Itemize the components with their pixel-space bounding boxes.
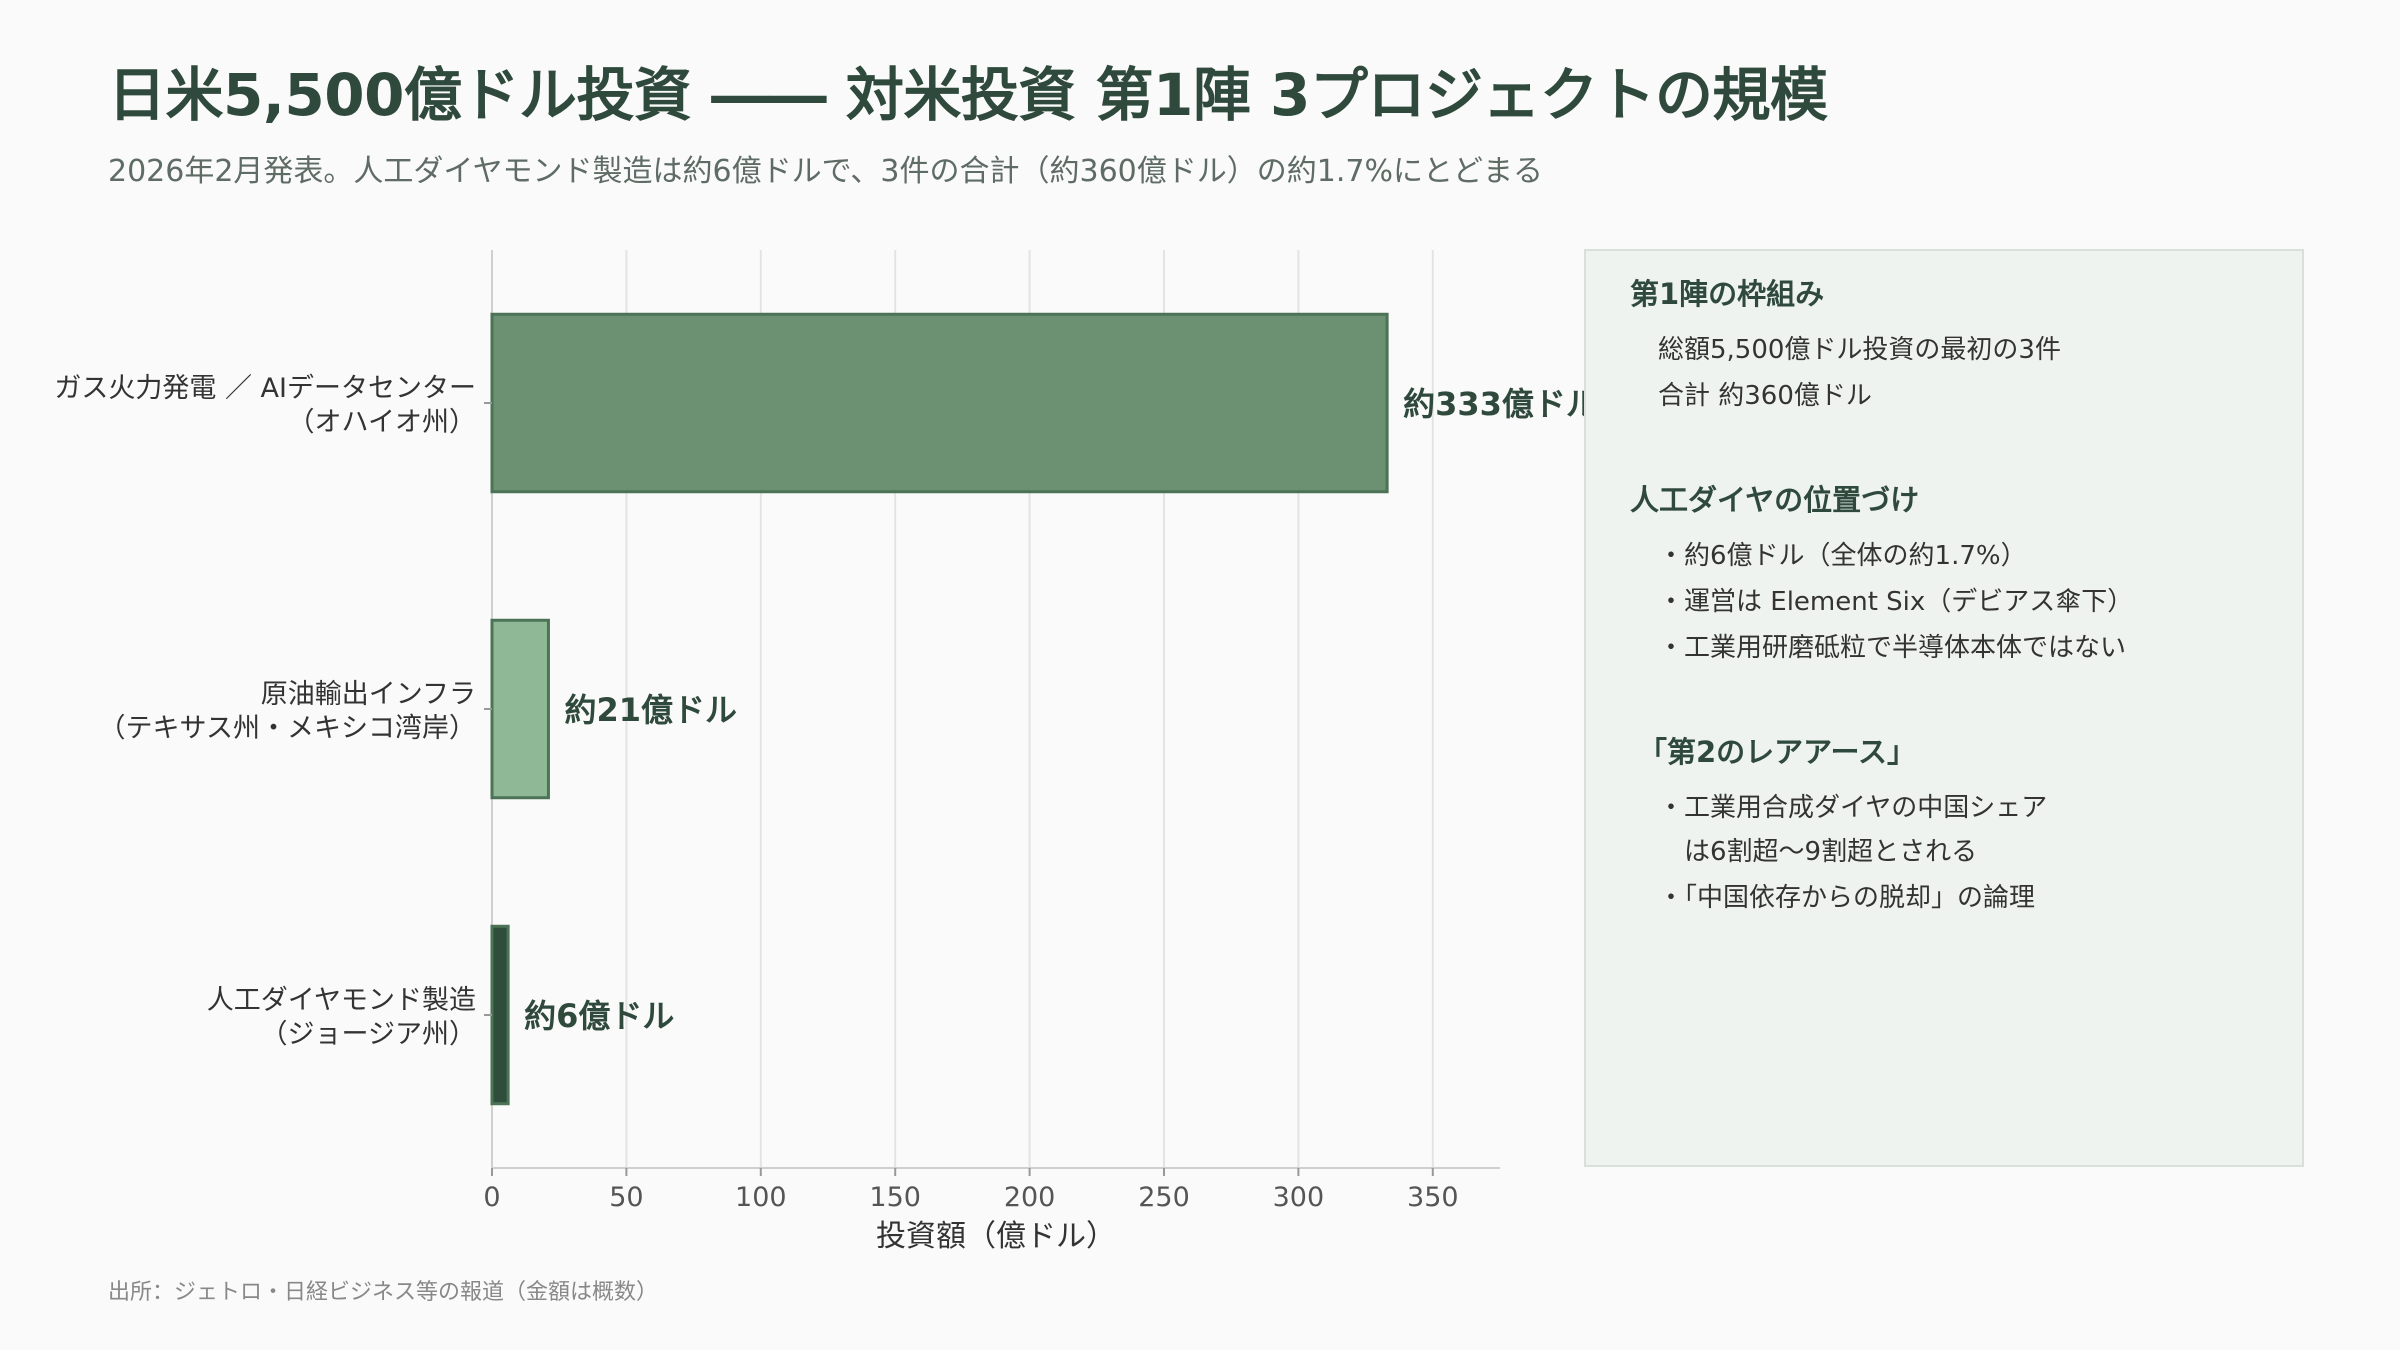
- value-label: 約333億ドル: [1403, 385, 1598, 423]
- x-tick-label: 200: [1004, 1182, 1056, 1213]
- x-tick-label: 150: [869, 1182, 921, 1213]
- category-label: （オハイオ州）: [288, 407, 476, 438]
- category-label: （テキサス州・メキシコ湾岸）: [99, 713, 476, 744]
- panel-line: 合計 約360億ドル: [1658, 381, 1872, 411]
- panel-line: ・運営は Element Six（デビアス傘下）: [1658, 587, 2134, 617]
- panel-section-title: 「第2のレアアース」: [1638, 735, 1916, 769]
- value-label: 約6億ドル: [524, 997, 674, 1035]
- category-label: 原油輸出インフラ: [261, 679, 476, 710]
- x-tick-label: 350: [1407, 1182, 1459, 1213]
- bar: [490, 312, 1389, 494]
- bar: [490, 618, 550, 800]
- panel-section-title: 人工ダイヤの位置づけ: [1630, 483, 1920, 517]
- panel-line: ・工業用合成ダイヤの中国シェア: [1658, 793, 2048, 823]
- page-title: 日米5,500億ドル投資 ―― 対米投資 第1陣 3プロジェクトの規模: [108, 61, 1828, 129]
- panel-line: は6割超〜9割超とされる: [1658, 837, 1978, 867]
- value-label: 約21億ドル: [564, 691, 737, 729]
- category-label: 人工ダイヤモンド製造: [207, 985, 476, 1016]
- panel-line: ・「中国依存からの脱却」の論理: [1658, 883, 2036, 913]
- x-tick-label: 50: [609, 1182, 643, 1213]
- x-tick-label: 100: [735, 1182, 787, 1213]
- bar-chart: 0 50 100 150 200 250 300 350 投資額（億ドル） ガス火力発電 ／ AI…: [54, 250, 1598, 1250]
- panel-line: ・工業用研磨砥粒で半導体本体ではない: [1658, 633, 2127, 663]
- page-subtitle: 2026年2月発表。人工ダイヤモンド製造は約6億ドルで、3件の合計（約360億ド…: [108, 154, 1543, 189]
- panel-section-title: 第1陣の枠組み: [1630, 277, 1825, 311]
- x-axis-title: 投資額（億ドル）: [876, 1219, 1116, 1250]
- category-label: （ジョージア州）: [261, 1019, 476, 1050]
- x-tick-label: 300: [1273, 1182, 1325, 1213]
- source-note: 出所：ジェトロ・日経ビジネス等の報道（金額は概数）: [108, 1280, 659, 1305]
- panel-line: ・約6億ドル（全体の約1.7%）: [1658, 541, 2027, 571]
- category-label: ガス火力発電 ／ AIデータセンター: [54, 373, 476, 404]
- x-tick-label: 250: [1138, 1182, 1190, 1213]
- bar: [490, 924, 510, 1106]
- panel-line: 総額5,500億ドル投資の最初の3件: [1658, 335, 2061, 365]
- info-panel: 第1陣の枠組み 総額5,500億ドル投資の最初の3件 合計 約360億ドル 人工…: [1584, 249, 2304, 1167]
- x-tick-label: 0: [483, 1182, 500, 1213]
